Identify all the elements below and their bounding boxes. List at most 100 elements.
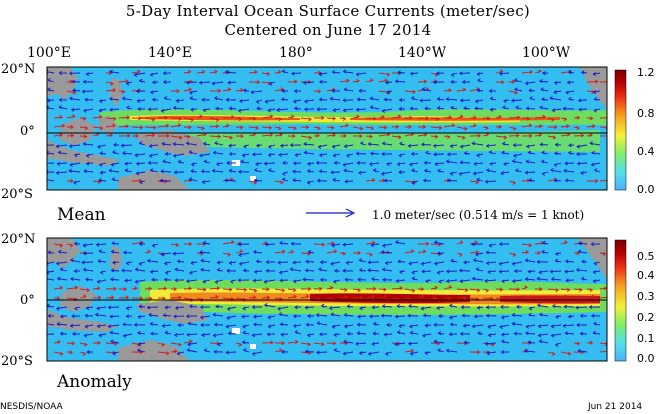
- current-vector: [460, 99, 471, 101]
- current-vector-head: [589, 340, 594, 345]
- current-vector-head: [282, 249, 286, 254]
- current-vector-head: [295, 339, 299, 344]
- current-vector-head: [516, 115, 521, 120]
- current-vector-head: [344, 288, 348, 292]
- current-vector-head: [524, 285, 528, 290]
- current-vector-head: [172, 141, 176, 146]
- current-vector-head: [541, 249, 545, 254]
- anomaly-land: [47, 310, 118, 332]
- current-vector-head: [477, 78, 481, 83]
- current-vector-head: [437, 168, 441, 173]
- current-vector: [330, 98, 341, 101]
- mean-colorbar: [614, 69, 627, 191]
- current-vector: [578, 250, 588, 254]
- current-vector: [447, 179, 458, 182]
- current-vector-head: [110, 268, 115, 273]
- current-vector: [183, 179, 192, 182]
- current-vector-head: [163, 277, 168, 282]
- current-vector: [66, 90, 76, 94]
- current-vector-head: [551, 108, 556, 113]
- current-vector: [157, 351, 169, 354]
- current-vector-head: [371, 277, 375, 281]
- current-vector: [525, 171, 536, 174]
- current-vector: [593, 332, 601, 335]
- current-vector-head: [383, 332, 388, 337]
- current-vector: [280, 323, 289, 326]
- current-vector-head: [589, 288, 594, 293]
- current-vector: [58, 251, 68, 254]
- current-vector-head: [279, 322, 284, 327]
- current-vector: [369, 162, 380, 165]
- current-vector: [239, 261, 250, 265]
- current-vector-head: [500, 315, 505, 320]
- current-vector-head: [576, 161, 581, 166]
- current-vector: [563, 170, 575, 173]
- anomaly-colorbar: [614, 239, 627, 362]
- current-vector-head: [138, 261, 142, 266]
- current-vector-head: [85, 161, 90, 166]
- current-vector-head: [110, 81, 114, 86]
- current-vector: [66, 342, 75, 344]
- current-vector: [278, 153, 289, 156]
- current-vector-head: [607, 80, 610, 83]
- mean-colorbar-tick: 0.8: [637, 107, 655, 120]
- current-vector-head: [307, 249, 312, 254]
- current-vector: [213, 152, 224, 155]
- current-vector-head: [386, 322, 390, 327]
- current-vector-head: [185, 80, 190, 85]
- current-vector-head: [421, 269, 425, 274]
- current-vector-head: [527, 295, 532, 300]
- current-vector: [501, 333, 510, 336]
- current-vector-head: [461, 80, 466, 85]
- current-vector-head: [372, 331, 376, 336]
- current-vector-head: [109, 69, 113, 74]
- current-vector: [495, 135, 507, 138]
- current-vector-head: [486, 116, 491, 121]
- current-vector-head: [172, 251, 176, 256]
- current-vector-head: [112, 88, 117, 93]
- current-vector-head: [576, 341, 581, 346]
- current-vector: [459, 171, 471, 175]
- current-vector: [318, 268, 328, 272]
- current-vector-head: [424, 351, 428, 356]
- current-vector-head: [411, 270, 415, 275]
- current-vector-head: [292, 314, 297, 319]
- current-vector-head: [71, 314, 75, 319]
- current-vector: [475, 107, 484, 110]
- current-vector-head: [238, 99, 243, 104]
- current-vector-head: [332, 279, 337, 284]
- current-vector: [66, 297, 77, 300]
- current-vector-head: [397, 259, 401, 264]
- current-vector-head: [342, 162, 347, 167]
- current-vector-head: [125, 295, 130, 300]
- current-vector: [381, 171, 393, 175]
- current-vector-head: [178, 116, 183, 121]
- current-vector-head: [554, 343, 559, 347]
- current-vector: [316, 314, 328, 317]
- current-vector-head: [82, 251, 87, 256]
- current-vector-head: [566, 80, 571, 85]
- current-vector-head: [124, 278, 128, 283]
- current-vector: [47, 270, 55, 273]
- current-vector: [526, 324, 536, 328]
- current-vector-head: [228, 261, 233, 265]
- current-vector-head: [213, 96, 218, 101]
- current-vector-head: [473, 314, 478, 319]
- current-vector-head: [438, 279, 442, 284]
- current-vector: [343, 341, 354, 344]
- current-vector-head: [138, 78, 143, 83]
- current-vector: [235, 126, 243, 129]
- anomaly-colorbar-tick: 0.0: [637, 352, 655, 365]
- current-vector-head: [151, 277, 155, 282]
- current-vector: [274, 288, 285, 291]
- current-vector: [378, 133, 390, 137]
- current-vector-head: [242, 88, 247, 93]
- current-vector-head: [422, 178, 427, 183]
- current-vector-head: [367, 260, 372, 265]
- current-vector-head: [148, 312, 152, 317]
- current-vector: [549, 97, 562, 101]
- current-vector: [537, 304, 549, 308]
- current-vector-head: [151, 133, 156, 138]
- current-vector: [238, 108, 250, 112]
- current-vector: [265, 243, 276, 246]
